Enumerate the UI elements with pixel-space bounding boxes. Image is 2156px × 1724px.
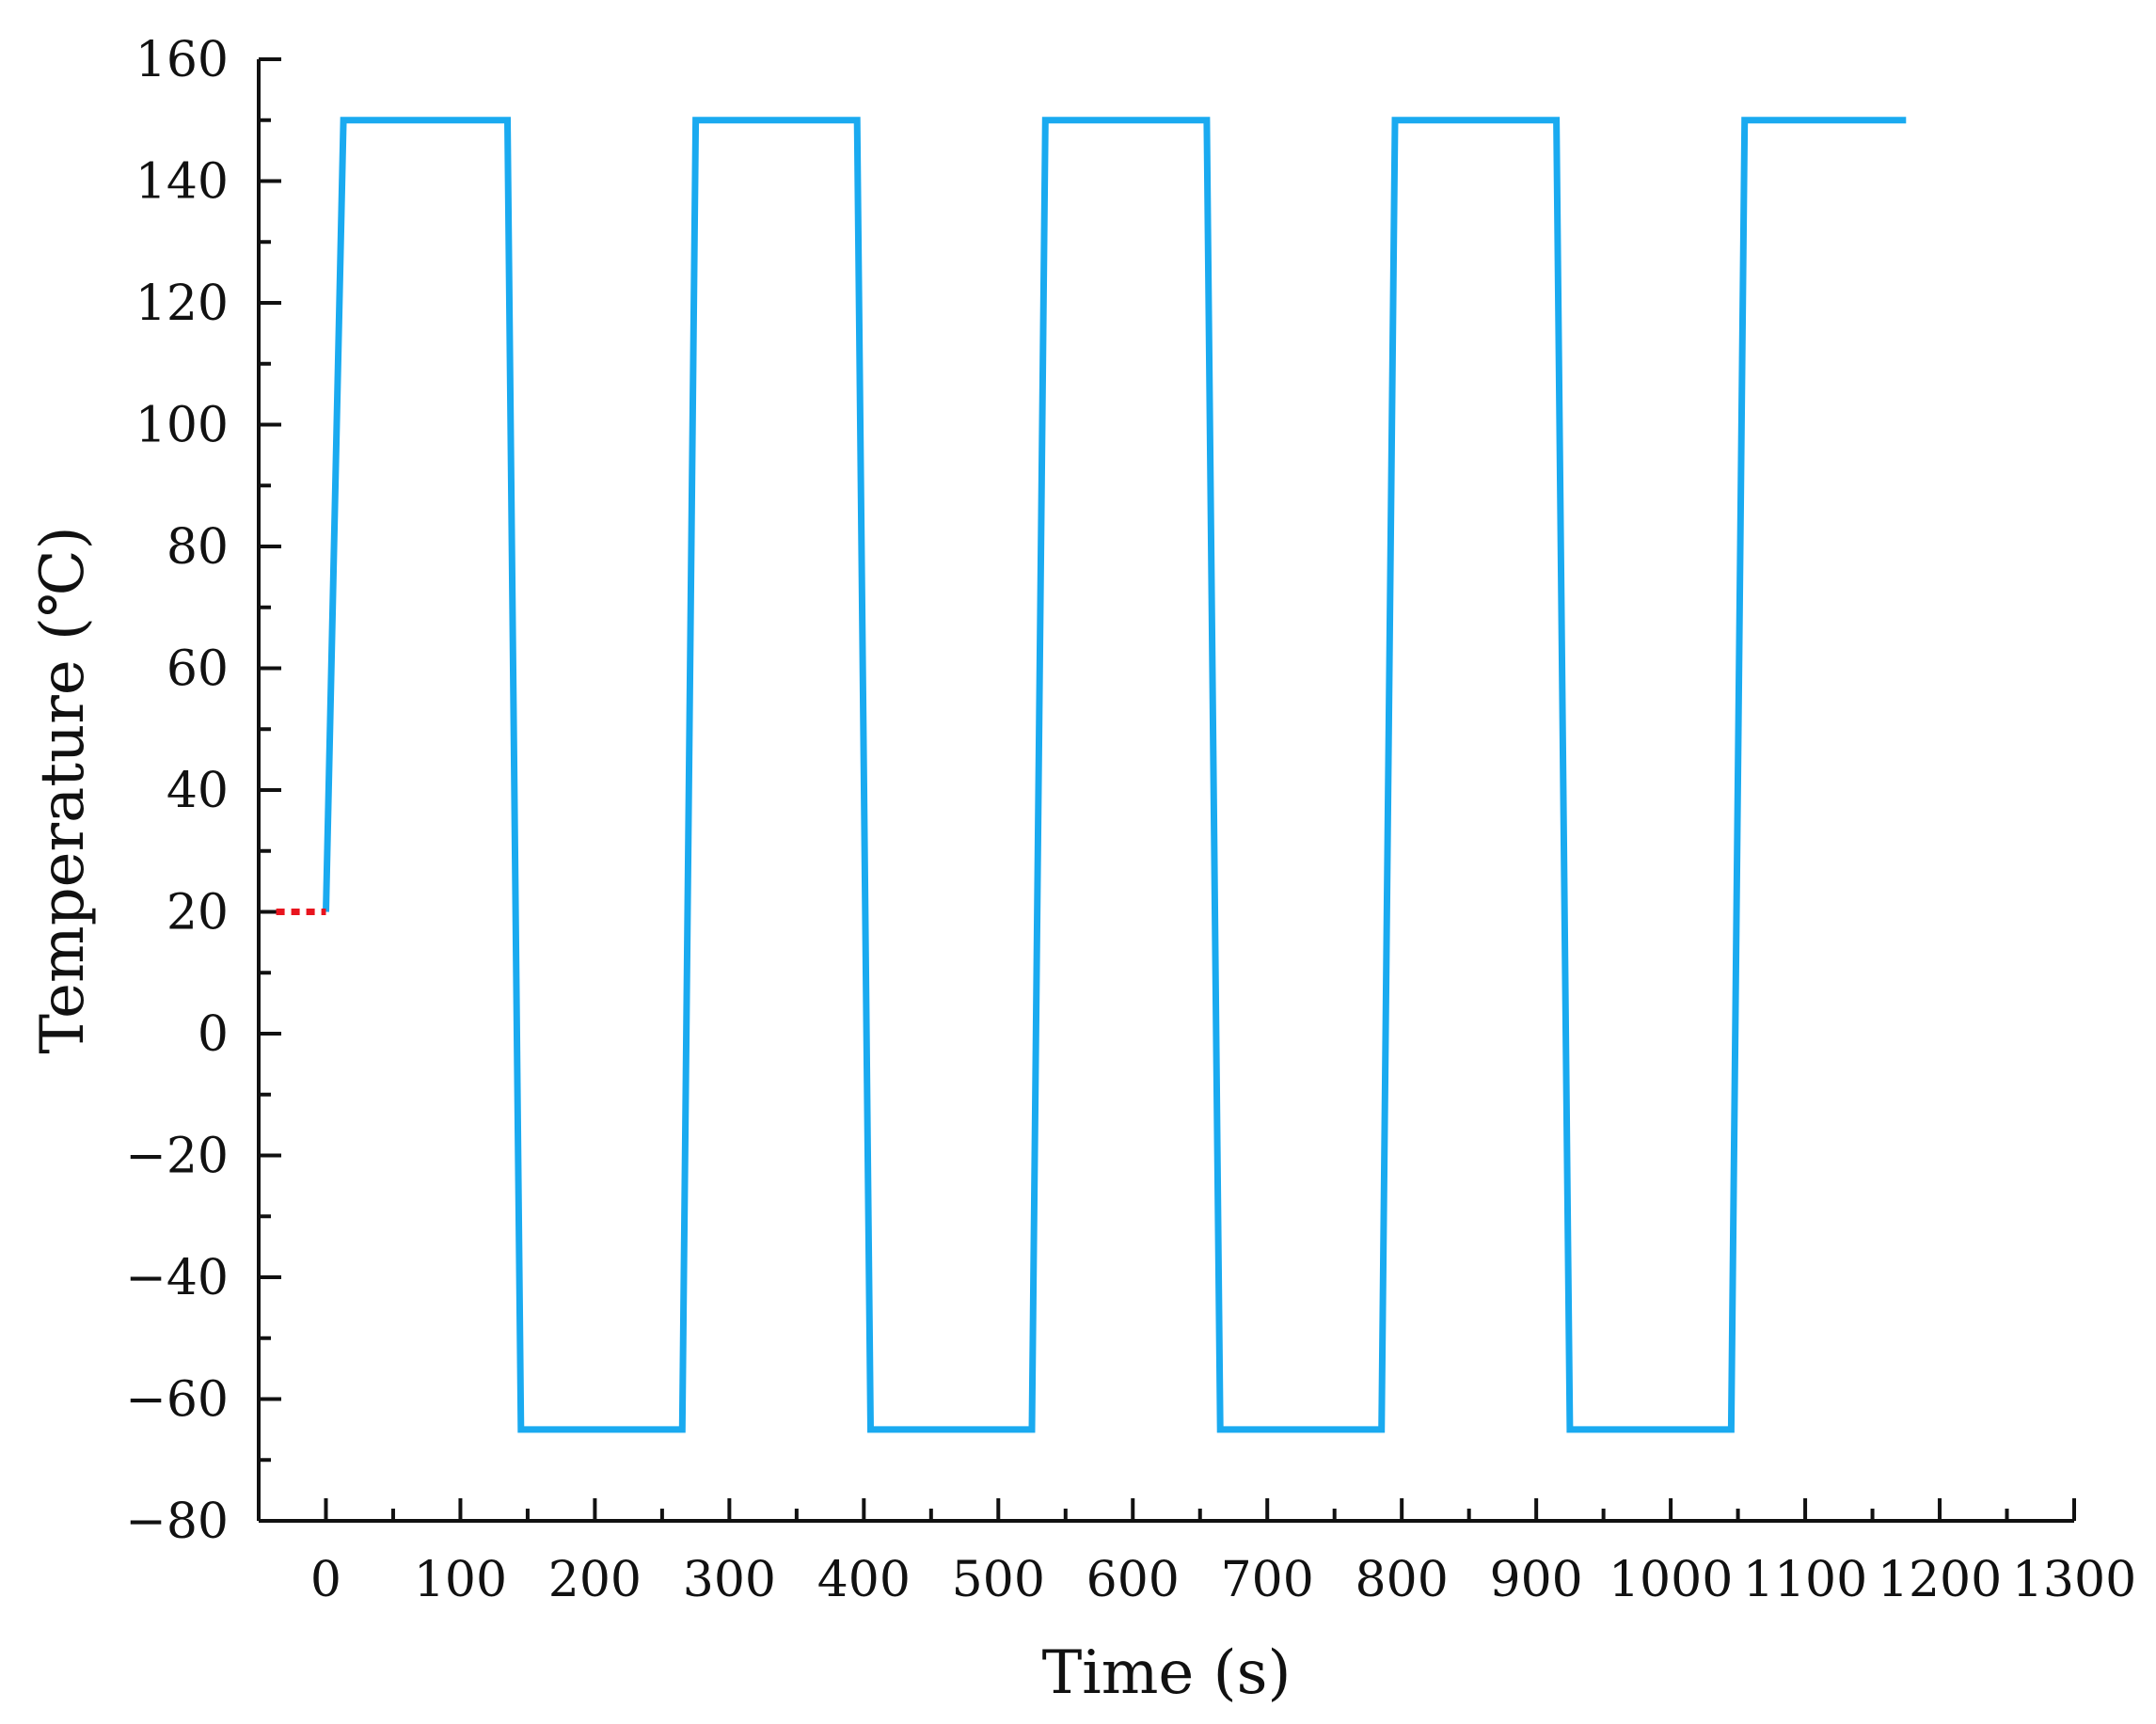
y-tick-label: −80: [125, 1494, 229, 1550]
x-tick-label: 300: [683, 1552, 776, 1608]
y-tick-label: −60: [125, 1372, 229, 1429]
y-tick-label: 0: [198, 1006, 229, 1063]
temperature-cycle-line: [323, 117, 1907, 1433]
x-tick-label: 100: [414, 1552, 507, 1608]
y-tick-label: 120: [135, 276, 229, 332]
y-tick-label: 160: [135, 32, 229, 88]
x-tick-label: 1200: [1878, 1552, 2002, 1608]
x-tick-label: 500: [952, 1552, 1045, 1608]
x-axis-title: Time (s): [1042, 1638, 1292, 1708]
tick-labels: −80 −60 −40 −20 0 20 40 60 80 100 120 140 160 0 100 200…: [125, 32, 2136, 1608]
y-tick-label: 20: [166, 885, 229, 941]
x-tick-label: 1100: [1743, 1552, 1867, 1608]
y-tick-label: 140: [135, 154, 229, 211]
y-tick-label: 80: [166, 519, 229, 576]
axes: [257, 59, 2074, 1523]
y-tick-label: −40: [125, 1250, 229, 1306]
x-tick-label: 200: [548, 1552, 642, 1608]
x-tick-label: 0: [310, 1552, 341, 1608]
x-tick-label: 600: [1086, 1552, 1180, 1608]
plot-series: [276, 117, 1907, 1433]
x-tick-label: 400: [817, 1552, 911, 1608]
x-tick-label: 1300: [2012, 1552, 2136, 1608]
x-tick-label: 900: [1490, 1552, 1583, 1608]
y-tick-label: 40: [166, 763, 229, 819]
y-tick-label: 60: [166, 641, 229, 698]
y-tick-label: −20: [125, 1129, 229, 1185]
y-tick-label: 100: [135, 398, 229, 454]
ticks: [259, 57, 2076, 1523]
x-tick-label: 700: [1221, 1552, 1314, 1608]
x-tick-label: 1000: [1609, 1552, 1733, 1608]
x-tick-label: 800: [1355, 1552, 1449, 1608]
y-axis-title: Temperature (℃): [28, 526, 98, 1053]
